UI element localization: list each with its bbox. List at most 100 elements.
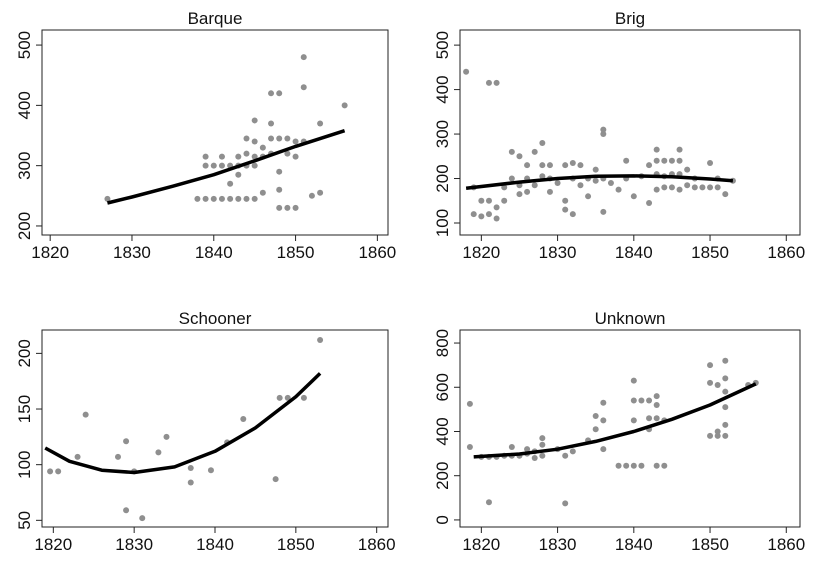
data-point [227,180,234,187]
y-tick-label: 800 [433,329,452,357]
y-tick-label: 600 [433,373,452,401]
data-point [546,188,553,195]
data-point [218,153,225,160]
data-point [539,441,546,448]
x-tick-label: 1820 [462,243,500,262]
data-point [592,177,599,184]
data-point [251,153,258,160]
data-point [187,465,194,472]
x-tick-label: 1820 [34,535,72,554]
data-point [251,117,258,124]
data-point [714,184,721,191]
plot-frame [459,329,801,528]
data-point [722,432,729,439]
data-point [470,211,477,218]
data-point [259,144,266,151]
data-point [466,400,473,407]
data-point [235,153,242,160]
data-point [607,179,614,186]
data-point [300,54,307,61]
data-point [600,126,607,133]
x-tick-label: 1860 [767,535,805,554]
data-point [187,479,194,486]
data-point [243,150,250,157]
y-tick-label: 100 [433,209,452,237]
data-point [562,162,569,169]
data-point [47,468,54,475]
x-tick-label: 1820 [31,243,69,262]
data-point [722,388,729,395]
data-point [508,148,515,155]
y-tick-label: 200 [433,462,452,490]
x-tick-label: 1850 [277,243,315,262]
x-tick-label: 1850 [277,535,315,554]
data-point [284,150,291,157]
data-point [276,135,283,142]
data-point [600,208,607,215]
data-point [569,159,576,166]
data-point [276,186,283,193]
data-point [210,162,217,169]
data-point [508,443,515,450]
data-point [202,162,209,169]
data-point [714,382,721,389]
data-point [524,188,531,195]
data-point [592,166,599,173]
data-point [163,433,170,440]
data-point [251,162,258,169]
data-point [268,90,275,97]
x-tick-label: 1840 [195,243,233,262]
data-point [623,462,630,469]
data-point [623,157,630,164]
data-point [653,393,660,400]
data-point [493,204,500,211]
data-point [531,182,538,189]
data-point [585,193,592,200]
plot-frame [459,29,801,236]
y-tick-label: 0 [433,515,452,524]
fit-line [44,372,322,475]
data-point [501,197,508,204]
data-point [554,179,561,186]
data-point [646,415,653,422]
data-point [707,379,714,386]
data-point [600,446,607,453]
data-point [546,162,553,169]
data-point [300,84,307,91]
data-point [240,416,247,423]
data-point [276,168,283,175]
y-tick-label: 200 [15,212,34,240]
data-point [292,138,299,145]
data-point [646,162,653,169]
data-point [707,432,714,439]
panel-title: Barque [188,9,243,28]
x-tick-label: 1860 [358,243,396,262]
data-point [485,499,492,506]
data-point [104,195,111,202]
data-point [722,191,729,198]
panel-title: Unknown [595,309,666,328]
data-point [139,515,146,522]
data-point [661,157,668,164]
data-point [485,79,492,86]
data-point [478,213,485,220]
fit-line [465,174,734,191]
data-point [600,131,607,138]
data-point [592,413,599,420]
data-point [539,139,546,146]
data-point [243,135,250,142]
x-tick-label: 1830 [115,535,153,554]
data-point [341,102,348,109]
data-point [485,197,492,204]
data-point [123,507,130,514]
data-point [638,397,645,404]
data-point [218,195,225,202]
data-point [202,153,209,160]
y-tick-label: 50 [15,511,34,530]
data-point [707,184,714,191]
data-point [524,162,531,169]
y-tick-label: 400 [433,417,452,445]
data-point [661,184,668,191]
y-tick-label: 400 [15,91,34,119]
data-point [243,195,250,202]
